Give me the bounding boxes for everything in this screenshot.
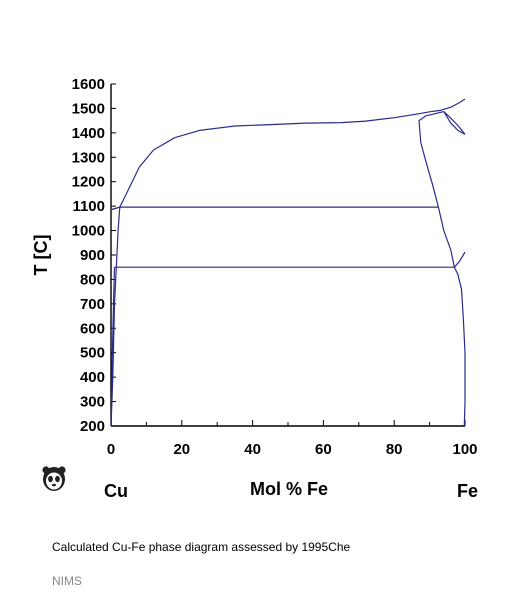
- axes: 2003004005006007008009001000110012001300…: [72, 76, 478, 458]
- data-series: [110, 98, 466, 427]
- y-tick-label: 900: [80, 247, 105, 264]
- y-tick-label: 300: [80, 394, 105, 411]
- x-tick-label: 20: [173, 441, 190, 458]
- phase-boundary-line-6: [443, 111, 466, 135]
- y-tick-label: 1300: [72, 149, 105, 166]
- y-axis-title: T [C]: [31, 235, 51, 276]
- phase-boundary-line-8: [453, 251, 466, 268]
- y-tick-label: 700: [80, 296, 105, 313]
- element-right-label: Fe: [457, 481, 478, 501]
- y-tick-label: 1600: [72, 76, 105, 93]
- x-tick-label: 60: [315, 441, 332, 458]
- y-tick-label: 1100: [72, 198, 105, 215]
- phase-boundary-line-5: [437, 206, 455, 268]
- y-tick-label: 400: [80, 369, 105, 386]
- x-tick-label: 100: [452, 441, 477, 458]
- phase-boundary-line-9: [453, 266, 466, 427]
- element-left-label: Cu: [104, 481, 128, 501]
- phase-boundary-line-7: [443, 111, 466, 135]
- y-tick-label: 500: [80, 345, 105, 362]
- x-axis-title: Mol % Fe: [250, 479, 328, 499]
- panda-icon: [42, 466, 66, 491]
- y-tick-label: 1000: [72, 223, 105, 240]
- y-tick-label: 600: [80, 320, 105, 337]
- phase-boundary-line-0: [110, 98, 466, 211]
- y-tick-label: 800: [80, 271, 105, 288]
- y-tick-label: 200: [80, 418, 105, 435]
- y-tick-label: 1200: [72, 174, 105, 191]
- y-tick-label: 1500: [72, 100, 105, 117]
- x-tick-label: 80: [386, 441, 403, 458]
- y-tick-label: 1400: [72, 125, 105, 142]
- phase-boundary-line-10: [110, 207, 121, 427]
- phase-boundary-line-11: [110, 267, 116, 427]
- phase-boundary-line-4: [418, 111, 444, 208]
- x-tick-label: 40: [244, 441, 261, 458]
- figure-caption: Calculated Cu-Fe phase diagram assessed …: [52, 540, 351, 554]
- phase-boundary-line-1: [110, 206, 120, 211]
- source-label: NIMS: [52, 574, 82, 588]
- x-tick-label: 0: [107, 441, 115, 458]
